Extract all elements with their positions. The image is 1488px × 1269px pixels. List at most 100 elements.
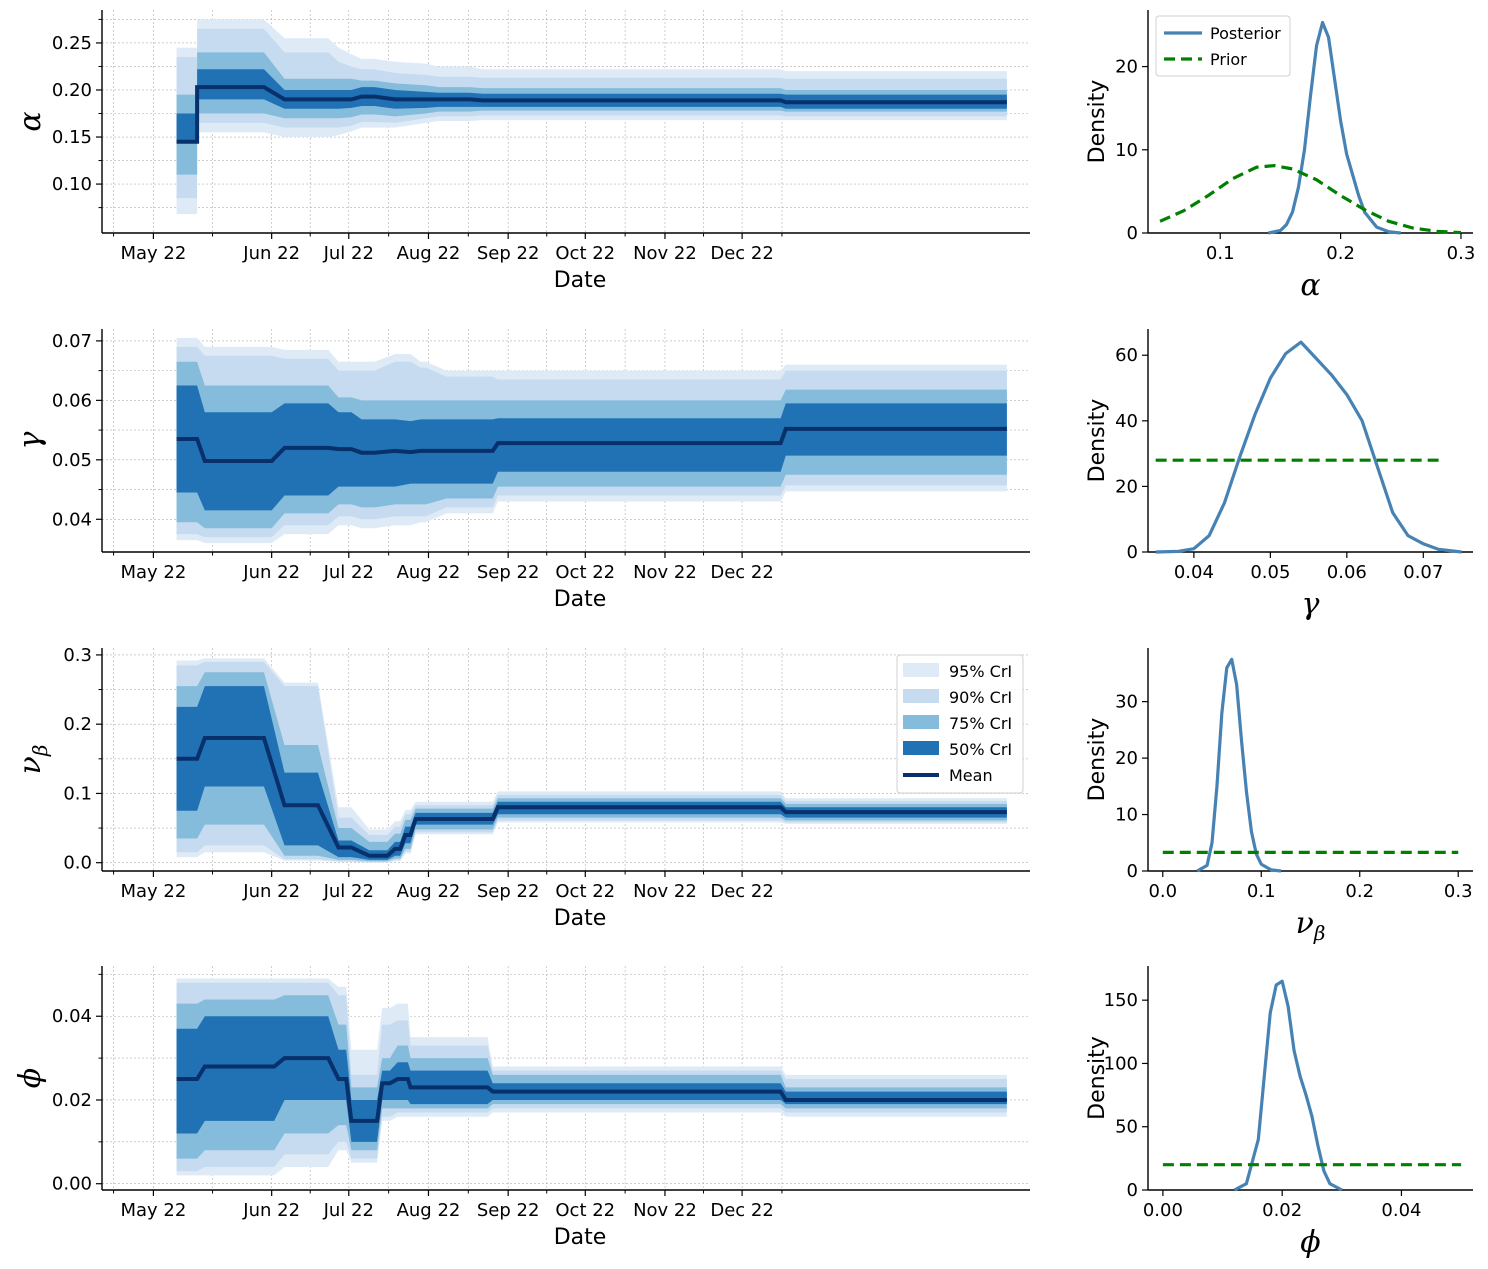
gamma-ts-y-tick-label: 0.04 bbox=[52, 509, 92, 530]
gamma-ts-y-tick-label: 0.06 bbox=[52, 390, 92, 411]
alpha-ts-y-tick-label: 0.20 bbox=[52, 80, 92, 101]
alpha-ts-y-tick-label: 0.25 bbox=[52, 33, 92, 54]
alpha-ts-x-tick-label: May 22 bbox=[120, 243, 186, 264]
alpha-density-y-tick-label: 10 bbox=[1115, 140, 1138, 161]
alpha-density-x-tick-label: 0.3 bbox=[1447, 243, 1476, 264]
alpha-ts-y-title: α bbox=[13, 111, 48, 131]
band-legend: 95% CrI 90% CrI 75% CrI 50% CrI Mean bbox=[896, 654, 1024, 794]
alpha-density-y-title: Density bbox=[1085, 80, 1110, 164]
gamma-ts-y-tick-label: 0.05 bbox=[52, 450, 92, 471]
phi-density-x-title-symbol: ϕ bbox=[1300, 1225, 1320, 1260]
alpha-density-y-tick-label: 0 bbox=[1127, 223, 1138, 244]
gamma-density-y-tick-label: 20 bbox=[1115, 476, 1138, 497]
nu-beta-density-x-tick-label: 0.0 bbox=[1148, 881, 1177, 902]
gamma-ts-panel: May 22 Jun 22 Jul 22 Aug 22 Sep 22 Oct 22 Nov … bbox=[13, 329, 1030, 612]
alpha-ts-band-ci95 bbox=[176, 19, 1007, 215]
gamma-ts-x-tick-label: Nov 22 bbox=[633, 562, 697, 583]
gamma-ts-x-tick-label: May 22 bbox=[120, 562, 186, 583]
alpha-ts-band-ci90 bbox=[176, 28, 1007, 199]
nu-beta-density-x-title: νβ bbox=[1296, 906, 1326, 945]
nu-beta-ts-x-tick-label: Sep 22 bbox=[477, 881, 540, 902]
band-legend-label: Mean bbox=[949, 766, 993, 785]
phi-ts-x-title: Date bbox=[554, 1225, 607, 1250]
phi-ts-x-tick-label: Sep 22 bbox=[477, 1200, 540, 1221]
gamma-density-y-tick-label: 60 bbox=[1115, 345, 1138, 366]
gamma-ts-x-tick-label: Sep 22 bbox=[477, 562, 540, 583]
nu-beta-ts-y-tick-label: 0.0 bbox=[63, 853, 92, 874]
phi-ts-x-tick-label: Oct 22 bbox=[555, 1200, 615, 1221]
nu-beta-density-x-tick-label: 0.2 bbox=[1345, 881, 1374, 902]
nu-beta-density-y-tick-label: 10 bbox=[1115, 805, 1138, 826]
band-legend-swatch-ci95 bbox=[903, 663, 939, 677]
gamma-density-y-tick-label: 40 bbox=[1115, 411, 1138, 432]
phi-ts-y-tick-label: 0.04 bbox=[52, 1006, 92, 1027]
alpha-ts-band-ci50 bbox=[176, 69, 1007, 142]
alpha-density-y-tick-label: 20 bbox=[1115, 57, 1138, 78]
phi-ts-x-tick-label: Dec 22 bbox=[710, 1200, 773, 1221]
nu-beta-ts-x-tick-label: May 22 bbox=[120, 881, 186, 902]
nu-beta-ts-x-tick-label: Oct 22 bbox=[555, 881, 615, 902]
alpha-density-panel: 0.1 0.2 0.3 0 10 20 α Density Posterior Prior bbox=[1085, 10, 1475, 303]
nu-beta-ts-y-tick-label: 0.1 bbox=[63, 783, 92, 804]
nu-beta-ts-x-title: Date bbox=[554, 906, 607, 931]
alpha-ts-x-tick-label: Oct 22 bbox=[555, 243, 615, 264]
nu-beta-density-panel: 0.0 0.1 0.2 0.3 0 10 20 30 νβ Density bbox=[1085, 648, 1473, 945]
gamma-density-x-title-symbol: γ bbox=[1302, 587, 1320, 622]
gamma-ts-y-title: γ bbox=[13, 431, 48, 449]
alpha-density-prior-curve bbox=[1159, 164, 1462, 235]
alpha-ts-x-title: Date bbox=[554, 268, 607, 293]
phi-ts-y-tick-label: 0.02 bbox=[52, 1090, 92, 1111]
band-legend-swatch-ci90 bbox=[903, 689, 939, 703]
phi-ts-panel: May 22 Jun 22 Jul 22 Aug 22 Sep 22 Oct 22 Nov … bbox=[13, 966, 1030, 1250]
nu-beta-density-y-title: Density bbox=[1085, 718, 1110, 802]
alpha-density-x-title: α bbox=[1300, 268, 1320, 303]
gamma-ts-mean-line bbox=[176, 426, 1007, 464]
phi-density-x-tick-label: 0.00 bbox=[1143, 1200, 1183, 1221]
nu-beta-ts-x-tick-label: Nov 22 bbox=[633, 881, 697, 902]
nu-beta-density-x-title-symbol: ν bbox=[1296, 906, 1314, 941]
nu-beta-ts-mean-line bbox=[176, 736, 1007, 858]
gamma-ts-y-title-symbol: γ bbox=[13, 431, 48, 449]
gamma-density-panel: 0.04 0.05 0.06 0.07 0 20 40 60 γ Density bbox=[1085, 329, 1473, 622]
phi-ts-y-title-symbol: ϕ bbox=[13, 1068, 48, 1088]
nu-beta-density-x-tick-label: 0.3 bbox=[1444, 881, 1473, 902]
phi-density-y-tick-label: 100 bbox=[1104, 1053, 1138, 1074]
gamma-density-y-title: Density bbox=[1085, 399, 1110, 483]
alpha-ts-y-tick-label: 0.15 bbox=[52, 127, 92, 148]
gamma-density-x-title: γ bbox=[1302, 587, 1320, 622]
alpha-ts-y-title-symbol: α bbox=[13, 111, 48, 131]
phi-density-posterior-curve bbox=[1233, 979, 1343, 1192]
phi-density-panel: 0.00 0.02 0.04 0 50 100 150 ϕ Density bbox=[1085, 966, 1473, 1260]
gamma-ts-x-title: Date bbox=[554, 587, 607, 612]
alpha-ts-y-tick-label: 0.10 bbox=[52, 174, 92, 195]
phi-ts-band-ci75 bbox=[176, 995, 1007, 1159]
alpha-density-x-tick-label: 0.1 bbox=[1206, 243, 1235, 264]
gamma-density-posterior-curve bbox=[1155, 340, 1462, 554]
gamma-ts-x-tick-label: Aug 22 bbox=[397, 562, 461, 583]
band-legend-swatch-ci50 bbox=[903, 741, 939, 755]
phi-ts-mean-line bbox=[176, 1056, 1007, 1123]
nu-beta-ts-x-tick-label: Jul 22 bbox=[323, 881, 374, 902]
alpha-density-x-tick-label: 0.2 bbox=[1326, 243, 1355, 264]
nu-beta-density-y-tick-label: 0 bbox=[1127, 861, 1138, 882]
gamma-ts-band-ci50 bbox=[176, 385, 1007, 511]
phi-density-y-title: Density bbox=[1085, 1036, 1110, 1120]
density-legend: Posterior Prior bbox=[1155, 15, 1291, 77]
gamma-ts-y-tick-label: 0.07 bbox=[52, 331, 92, 352]
band-legend-label: 90% CrI bbox=[949, 688, 1012, 707]
alpha-ts-x-tick-label: Jun 22 bbox=[242, 243, 300, 264]
nu-beta-ts-y-title-symbol: ν bbox=[13, 756, 48, 774]
band-legend-label: 95% CrI bbox=[949, 662, 1012, 681]
density-legend-frame bbox=[1155, 15, 1291, 77]
nu-beta-density-x-title-subscript: β bbox=[1313, 921, 1326, 945]
nu-beta-density-y-tick-label: 20 bbox=[1115, 748, 1138, 769]
alpha-ts-x-tick-label: Nov 22 bbox=[633, 243, 697, 264]
gamma-density-x-tick-label: 0.05 bbox=[1250, 562, 1290, 583]
phi-ts-x-tick-label: Jul 22 bbox=[323, 1200, 374, 1221]
gamma-ts-x-tick-label: Oct 22 bbox=[555, 562, 615, 583]
band-legend-label: 75% CrI bbox=[949, 714, 1012, 733]
gamma-density-x-tick-label: 0.06 bbox=[1327, 562, 1367, 583]
alpha-ts-mean-line bbox=[176, 85, 1007, 144]
nu-beta-density-x-tick-label: 0.1 bbox=[1247, 881, 1276, 902]
